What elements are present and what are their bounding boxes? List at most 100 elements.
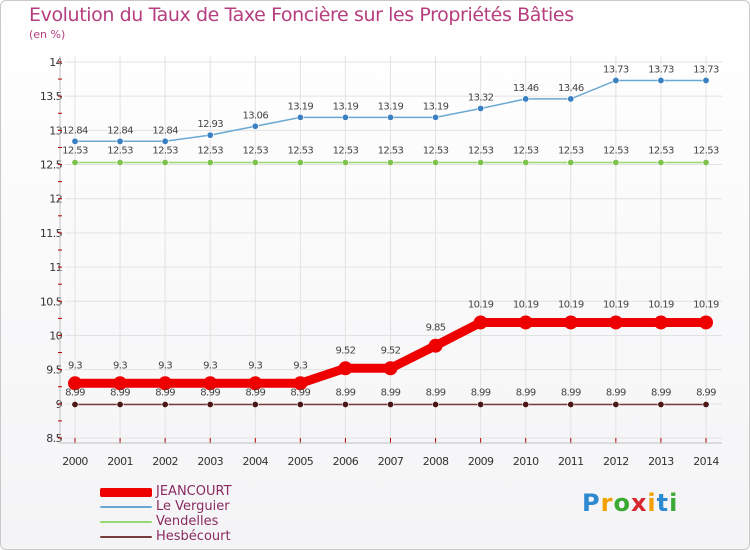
data-point-le-verguier [206,131,214,139]
data-point-le-verguier [567,95,575,103]
data-label-hesb-court: 8.99 [155,388,175,399]
data-label-le-verguier: 13.46 [513,83,539,94]
data-point-vendelles [657,158,665,166]
x-tick-label: 2005 [288,455,314,468]
data-label-hesb-court: 8.99 [200,388,220,399]
data-label-vendelles: 12.53 [513,145,539,156]
data-label-vendelles: 12.53 [62,145,88,156]
data-label-jeancourt: 10.19 [513,299,539,310]
data-point-vendelles [702,158,710,166]
data-label-jeancourt: 10.19 [693,299,719,310]
data-point-hesb-court [161,401,169,409]
data-label-vendelles: 12.53 [152,145,178,156]
x-tick-label: 2004 [242,455,268,468]
data-point-hesb-court [522,401,530,409]
data-label-le-verguier: 13.19 [423,101,449,112]
data-label-jeancourt: 9.85 [426,323,446,334]
data-label-hesb-court: 8.99 [335,388,355,399]
legend-swatch [100,506,152,508]
data-label-vendelles: 12.53 [468,145,494,156]
logo-letter: x [630,489,648,517]
data-point-le-verguier [477,104,485,112]
proxiti-logo: Proxiti [582,489,678,517]
data-label-jeancourt: 10.19 [468,299,494,310]
data-label-hesb-court: 8.99 [290,388,310,399]
data-label-jeancourt: 9.52 [335,345,355,356]
x-tick-label: 2008 [423,455,449,468]
data-label-vendelles: 12.53 [423,145,449,156]
x-tick-label: 2006 [333,455,359,468]
data-point-vendelles [522,158,530,166]
data-label-hesb-court: 8.99 [516,388,536,399]
data-point-jeancourt [248,376,263,391]
data-label-vendelles: 12.53 [693,145,719,156]
data-label-jeancourt: 9.3 [293,360,307,371]
legend-label: Hesbécourt [156,529,231,544]
data-point-le-verguier [116,137,124,145]
data-point-vendelles [161,158,169,166]
data-label-jeancourt: 10.19 [648,299,674,310]
data-label-hesb-court: 8.99 [696,388,716,399]
data-point-le-verguier [432,113,440,121]
data-point-vendelles [612,158,620,166]
data-point-hesb-court [657,401,665,409]
data-point-jeancourt [653,315,668,330]
data-point-hesb-court [71,401,79,409]
data-label-le-verguier: 13.19 [288,101,314,112]
data-point-hesb-court [477,401,485,409]
legend-label: JEANCOURT [156,484,232,499]
data-point-le-verguier [296,113,304,121]
x-tick-label: 2003 [197,455,223,468]
data-point-jeancourt [383,361,398,376]
data-point-vendelles [206,158,214,166]
y-tick-label: 12.5 [40,159,63,172]
data-point-hesb-court [432,401,440,409]
data-point-vendelles [477,158,485,166]
data-point-hesb-court [612,401,620,409]
data-label-le-verguier: 12.84 [107,125,133,136]
data-label-hesb-court: 8.99 [471,388,491,399]
data-point-le-verguier [161,137,169,145]
data-label-le-verguier: 12.84 [62,125,88,136]
data-point-le-verguier [71,137,79,145]
data-label-jeancourt: 9.3 [68,360,82,371]
axes: 8.599.51010.51111.51212.51313.5142000200… [40,56,722,468]
x-tick-label: 2001 [107,455,133,468]
data-point-le-verguier [612,76,620,84]
legend-label: Le Verguier [156,499,230,514]
data-point-vendelles [251,158,259,166]
y-tick-label: 10.5 [40,295,63,308]
data-label-hesb-court: 8.99 [426,388,446,399]
y-tick-label: 9.5 [46,364,62,377]
data-label-le-verguier: 13.73 [603,64,629,75]
legend-label: Vendelles [156,514,219,529]
data-point-vendelles [341,158,349,166]
data-point-vendelles [116,158,124,166]
data-point-le-verguier [657,76,665,84]
y-tick-label: 12 [49,193,62,206]
data-label-le-verguier: 13.73 [693,64,719,75]
y-tick-label: 11 [49,261,62,274]
data-label-hesb-court: 8.99 [110,388,130,399]
data-label-vendelles: 12.53 [107,145,133,156]
legend-swatch [100,536,152,538]
data-point-hesb-court [296,401,304,409]
data-point-jeancourt [428,338,443,353]
x-tick-label: 2002 [152,455,178,468]
data-label-hesb-court: 8.99 [65,388,85,399]
data-point-vendelles [386,158,394,166]
x-tick-label: 2009 [468,455,494,468]
x-tick-label: 2013 [648,455,674,468]
data-point-vendelles [432,158,440,166]
y-tick-label: 8.5 [46,432,62,445]
chart-subtitle: (en %) [29,28,66,41]
data-label-vendelles: 12.53 [288,145,314,156]
y-tick-label: 13.5 [40,90,63,103]
legend-swatch [100,488,152,497]
data-label-le-verguier: 12.84 [152,125,178,136]
data-point-jeancourt [473,315,488,330]
data-point-jeancourt [563,315,578,330]
data-point-jeancourt [158,376,173,391]
data-label-hesb-court: 8.99 [606,388,626,399]
